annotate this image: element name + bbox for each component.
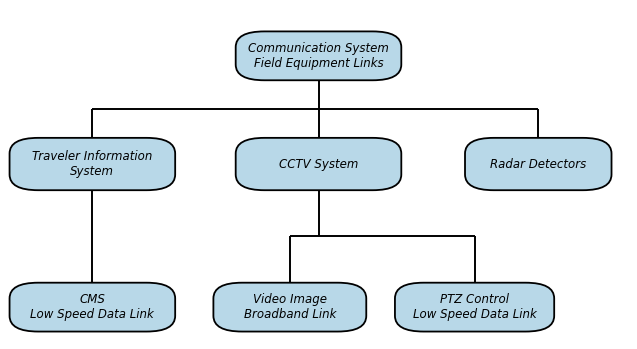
Text: Video Image
Broadband Link: Video Image Broadband Link [243,293,336,321]
Text: CMS
Low Speed Data Link: CMS Low Speed Data Link [31,293,154,321]
FancyBboxPatch shape [465,138,612,190]
Text: PTZ Control
Low Speed Data Link: PTZ Control Low Speed Data Link [413,293,536,321]
Text: CCTV System: CCTV System [279,157,358,171]
FancyBboxPatch shape [236,138,401,190]
FancyBboxPatch shape [213,283,366,332]
FancyBboxPatch shape [10,138,175,190]
FancyBboxPatch shape [395,283,554,332]
Text: Communication System
Field Equipment Links: Communication System Field Equipment Lin… [248,42,389,70]
Text: Radar Detectors: Radar Detectors [490,157,587,171]
Text: Traveler Information
System: Traveler Information System [32,150,152,178]
FancyBboxPatch shape [10,283,175,332]
FancyBboxPatch shape [236,31,401,80]
